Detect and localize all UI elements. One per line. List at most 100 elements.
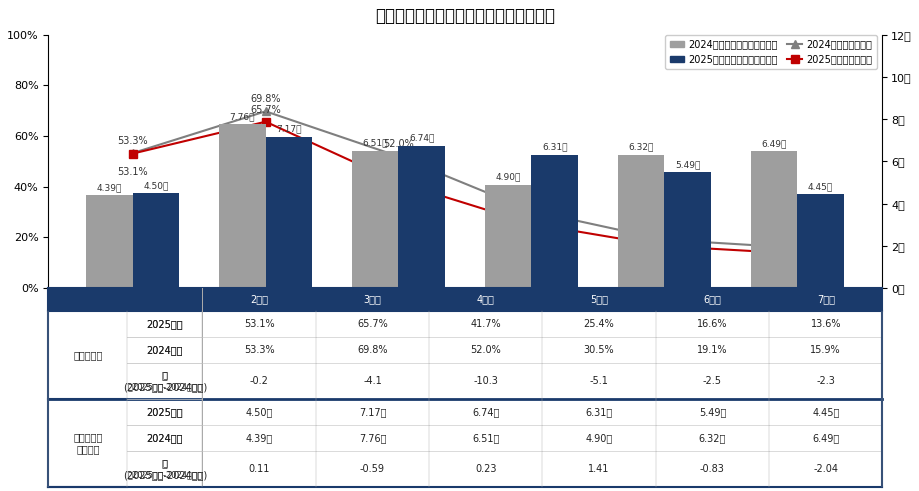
FancyBboxPatch shape xyxy=(656,425,769,451)
Text: 6.49社: 6.49社 xyxy=(812,434,839,443)
FancyBboxPatch shape xyxy=(656,363,769,399)
FancyBboxPatch shape xyxy=(128,399,202,425)
Text: 30.5%: 30.5% xyxy=(516,194,547,204)
Text: 13.6%: 13.6% xyxy=(782,237,812,246)
Text: 0.23: 0.23 xyxy=(475,464,496,474)
Text: 6.51社: 6.51社 xyxy=(472,434,499,443)
Text: 4.50社: 4.50社 xyxy=(245,407,273,417)
Text: 65.7%: 65.7% xyxy=(357,319,388,329)
Bar xyxy=(664,172,710,288)
2025年卒活動実施率 xyxy=(127,151,138,157)
Text: 53.3%: 53.3% xyxy=(118,136,148,146)
FancyBboxPatch shape xyxy=(49,399,128,488)
Bar xyxy=(618,155,664,288)
Text: 13.6%: 13.6% xyxy=(811,319,841,329)
2024年卒活動実施率 xyxy=(127,150,138,156)
FancyBboxPatch shape xyxy=(128,311,202,337)
Text: -10.3: -10.3 xyxy=(473,376,498,386)
Bar xyxy=(485,185,531,288)
Text: 19.1%: 19.1% xyxy=(698,345,728,355)
Bar xyxy=(86,195,132,288)
Text: 53.1%: 53.1% xyxy=(244,319,275,329)
Text: 19.1%: 19.1% xyxy=(649,223,679,233)
FancyBboxPatch shape xyxy=(202,288,316,311)
Text: -2.5: -2.5 xyxy=(703,376,722,386)
Text: 2025年卒: 2025年卒 xyxy=(147,407,183,417)
FancyBboxPatch shape xyxy=(542,451,656,488)
2025年卒活動実施率 xyxy=(791,251,802,257)
Text: 4.45社: 4.45社 xyxy=(808,182,834,191)
2025年卒活動実施率 xyxy=(393,180,404,186)
Text: 4.90社: 4.90社 xyxy=(495,172,521,182)
Text: 2月中: 2月中 xyxy=(250,295,268,304)
Text: 7.17社: 7.17社 xyxy=(276,125,301,134)
FancyBboxPatch shape xyxy=(202,399,316,425)
Text: 41.7%: 41.7% xyxy=(471,319,501,329)
Bar xyxy=(531,155,578,288)
Title: エントリーシートなどの書類を提出した: エントリーシートなどの書類を提出した xyxy=(375,7,555,25)
FancyBboxPatch shape xyxy=(128,451,202,488)
Text: 4.45社: 4.45社 xyxy=(812,407,839,417)
Text: 6.74社: 6.74社 xyxy=(472,407,499,417)
2024年卒活動実施率 xyxy=(393,154,404,160)
Text: 4.90社: 4.90社 xyxy=(585,434,613,443)
Text: 3月中: 3月中 xyxy=(364,295,381,304)
Text: 16.6%: 16.6% xyxy=(649,229,679,239)
Text: 2025年卒: 2025年卒 xyxy=(147,407,183,417)
Text: 7.17社: 7.17社 xyxy=(358,407,386,417)
FancyBboxPatch shape xyxy=(128,311,202,337)
FancyBboxPatch shape xyxy=(128,363,202,399)
2024年卒活動実施率 xyxy=(526,208,537,214)
Text: 6.49社: 6.49社 xyxy=(761,139,787,148)
Bar xyxy=(352,151,399,288)
2025年卒活動実施率 xyxy=(659,243,670,249)
FancyBboxPatch shape xyxy=(128,288,202,311)
Bar xyxy=(399,146,445,288)
FancyBboxPatch shape xyxy=(316,288,429,311)
FancyBboxPatch shape xyxy=(769,399,882,425)
Text: 活動実施率: 活動実施率 xyxy=(74,350,103,360)
Text: 1.41: 1.41 xyxy=(588,464,610,474)
FancyBboxPatch shape xyxy=(128,337,202,363)
Text: 6月中: 6月中 xyxy=(703,295,721,304)
FancyBboxPatch shape xyxy=(128,363,202,399)
FancyBboxPatch shape xyxy=(49,311,128,399)
Text: 6.32社: 6.32社 xyxy=(698,434,726,443)
Bar xyxy=(751,151,797,288)
FancyBboxPatch shape xyxy=(769,311,882,337)
Text: 6.31社: 6.31社 xyxy=(585,407,613,417)
2025年卒活動実施率 xyxy=(260,119,271,125)
Text: 53.1%: 53.1% xyxy=(118,167,148,177)
Text: 活動実施量
（社数）: 活動実施量 （社数） xyxy=(74,433,103,454)
2024年卒活動実施率 xyxy=(260,109,271,114)
FancyBboxPatch shape xyxy=(128,399,202,425)
FancyBboxPatch shape xyxy=(656,311,769,337)
FancyBboxPatch shape xyxy=(429,399,542,425)
Text: 52.0%: 52.0% xyxy=(383,139,414,149)
Bar xyxy=(219,124,266,288)
Text: 2024年卒: 2024年卒 xyxy=(147,345,183,355)
FancyBboxPatch shape xyxy=(202,425,316,451)
Bar xyxy=(132,193,179,288)
FancyBboxPatch shape xyxy=(316,311,429,337)
Text: 2024年卒: 2024年卒 xyxy=(147,345,183,355)
Text: 差
（2025年卒-2024年卒）: 差 （2025年卒-2024年卒） xyxy=(128,372,202,391)
FancyBboxPatch shape xyxy=(429,425,542,451)
FancyBboxPatch shape xyxy=(128,425,202,451)
Text: 2025年卒: 2025年卒 xyxy=(147,319,183,329)
Text: -2.04: -2.04 xyxy=(813,464,838,474)
Text: -4.1: -4.1 xyxy=(363,376,381,386)
Text: 6.32社: 6.32社 xyxy=(629,142,653,152)
FancyBboxPatch shape xyxy=(202,337,316,363)
FancyBboxPatch shape xyxy=(316,363,429,399)
Text: 25.4%: 25.4% xyxy=(584,319,615,329)
Text: 2025年卒: 2025年卒 xyxy=(147,319,183,329)
Text: 2024年卒: 2024年卒 xyxy=(147,434,183,443)
Text: 16.6%: 16.6% xyxy=(698,319,728,329)
FancyBboxPatch shape xyxy=(128,451,202,488)
FancyBboxPatch shape xyxy=(769,337,882,363)
FancyBboxPatch shape xyxy=(316,337,429,363)
Text: -5.1: -5.1 xyxy=(590,376,608,386)
FancyBboxPatch shape xyxy=(202,311,316,337)
FancyBboxPatch shape xyxy=(769,363,882,399)
